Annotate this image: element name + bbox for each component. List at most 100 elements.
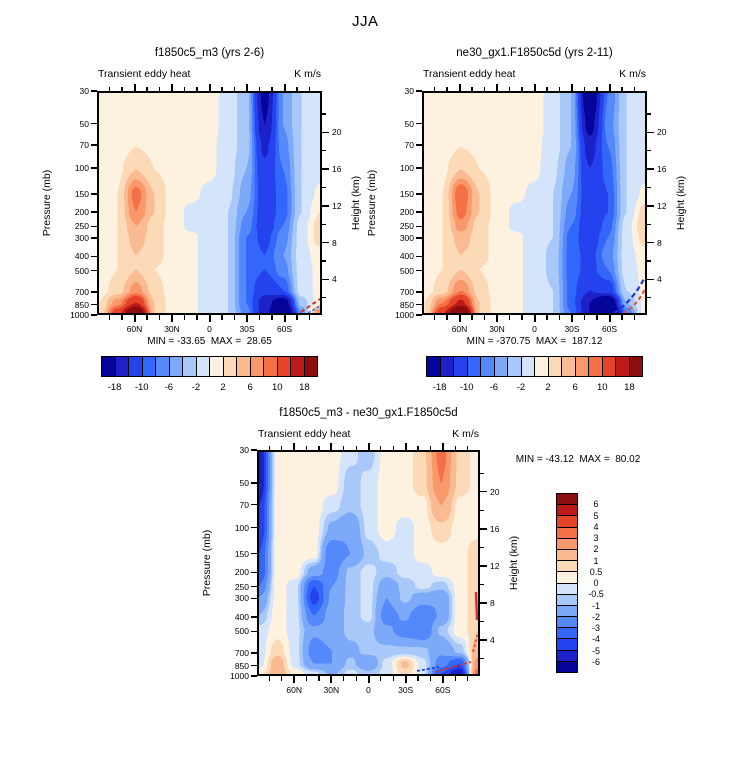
axis-tick — [441, 676, 444, 683]
pressure-tick-label: 1000 — [395, 310, 414, 320]
axis-tick — [458, 84, 461, 91]
colorbar-segment — [557, 537, 577, 549]
axis-tick — [121, 315, 123, 320]
axis-tick — [251, 585, 257, 588]
axis-tick — [146, 86, 148, 91]
axis-tick — [281, 445, 283, 450]
lat-tick-label: 0 — [366, 685, 371, 695]
axis-tick — [458, 315, 461, 322]
panel-b-variable-label: Transient eddy heat — [423, 68, 516, 80]
axis-tick — [251, 616, 257, 618]
colorbar-segment — [141, 357, 155, 376]
pressure-tick-label: 250 — [74, 221, 89, 232]
pressure-tick-label: 850 — [234, 660, 249, 671]
colorbar-segment — [222, 357, 236, 376]
pressure-tick-label: 850 — [399, 299, 414, 310]
axis-tick — [183, 315, 186, 320]
colorbar-tick-label: 6 — [572, 382, 578, 393]
axis-tick — [467, 445, 469, 450]
figure-title: JJA — [352, 13, 379, 30]
pressure-tick-label: 300 — [234, 593, 249, 604]
pressure-tick-label: 700 — [234, 648, 249, 658]
axis-tick — [416, 167, 422, 169]
colorbar-tick-label: -0.5 — [588, 589, 604, 600]
axis-tick — [251, 571, 257, 574]
axis-tick — [417, 676, 419, 681]
axis-tick — [647, 186, 651, 189]
axis-tick — [318, 676, 320, 681]
axis-tick — [471, 315, 473, 320]
axis-tick — [91, 255, 97, 258]
pressure-tick-label: 70 — [79, 140, 89, 151]
axis-tick — [416, 269, 422, 272]
axis-tick — [271, 86, 273, 91]
axis-tick — [283, 84, 286, 91]
axis-tick — [91, 314, 97, 316]
axis-tick — [621, 315, 623, 320]
axis-tick — [196, 86, 198, 91]
pressure-tick-label: 70 — [404, 140, 414, 151]
axis-tick — [91, 237, 97, 239]
axis-tick — [521, 86, 523, 91]
lat-tick-label: 60S — [601, 324, 618, 334]
axis-tick — [454, 445, 456, 450]
axis-tick — [558, 315, 561, 320]
axis-tick — [416, 291, 422, 293]
pressure-tick-label: 200 — [74, 207, 89, 218]
axis-tick — [647, 205, 654, 207]
lat-tick-label: 60N — [286, 685, 302, 695]
axis-tick — [416, 193, 422, 195]
panel-a-units-label: K m/s — [294, 68, 321, 80]
lat-tick-label: 0 — [207, 324, 212, 334]
colorbar-segment — [561, 357, 575, 376]
colorbar-segment — [557, 593, 577, 605]
axis-tick — [496, 84, 498, 91]
colorbar-tick-label: -10 — [459, 382, 474, 393]
axis-tick — [305, 676, 308, 681]
lat-tick-label: 0 — [532, 324, 537, 334]
axis-tick — [446, 86, 448, 91]
colorbar-segment — [557, 604, 577, 617]
axis-tick — [583, 86, 586, 91]
axis-tick — [251, 597, 257, 600]
axis-tick — [258, 315, 261, 320]
axis-tick — [546, 86, 548, 91]
colorbar-segment — [557, 638, 577, 650]
colorbar-tick-label: 6 — [247, 382, 253, 393]
pressure-tick-label: 200 — [234, 567, 249, 578]
axis-tick — [91, 269, 97, 272]
colorbar-segment — [588, 357, 602, 376]
pressure-tick-label: 150 — [399, 188, 414, 199]
colorbar-segment — [557, 526, 577, 538]
colorbar-tick-label: 18 — [299, 382, 310, 393]
axis-tick — [330, 443, 333, 450]
axis-tick — [308, 86, 311, 91]
colorbar-segment — [263, 357, 277, 376]
colorbar-tick-label: -2 — [591, 611, 600, 622]
pressure-tick-label: 50 — [404, 118, 414, 129]
axis-tick — [647, 297, 651, 299]
axis-tick — [429, 445, 432, 450]
colorbar-segment — [557, 649, 577, 661]
pressure-axis-title: Pressure (mb) — [201, 529, 213, 597]
pressure-tick-label: 100 — [74, 162, 89, 173]
axis-tick — [454, 676, 456, 681]
height-tick-label: 20 — [332, 127, 342, 138]
colorbar-segment — [557, 560, 577, 572]
pressure-tick-label: 300 — [399, 233, 414, 244]
axis-tick — [91, 211, 97, 213]
colorbar-segment — [102, 357, 115, 376]
axis-tick — [91, 167, 97, 169]
pressure-tick-label: 500 — [234, 626, 249, 637]
axis-tick — [91, 303, 97, 306]
height-axis-title: Height (km) — [350, 175, 362, 231]
panel-a-plot-area — [97, 91, 322, 315]
axis-tick — [183, 86, 186, 91]
colorbar-tick-label: 6 — [593, 499, 599, 510]
pressure-axis-title: Pressure (mb) — [366, 169, 378, 237]
colorbar-tick-label: 1 — [593, 555, 599, 566]
colorbar-tick-label: -6 — [164, 382, 174, 393]
lat-tick-label: 60N — [451, 324, 468, 334]
axis-tick — [416, 144, 422, 146]
colorbar-tick-label: 2 — [593, 544, 599, 555]
